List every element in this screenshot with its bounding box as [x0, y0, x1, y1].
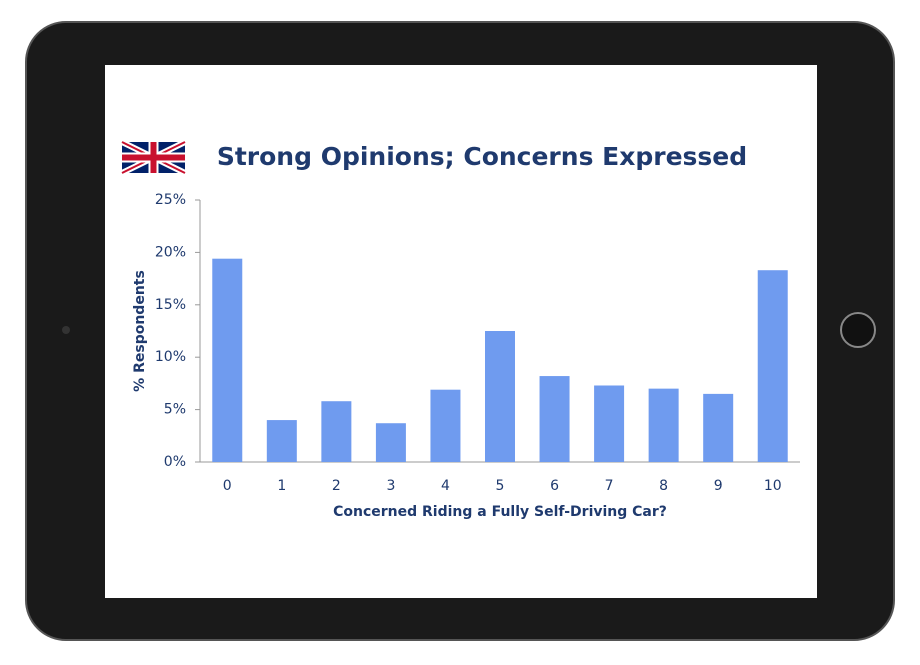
bar	[266, 420, 297, 462]
x-tick-label: 2	[332, 478, 341, 494]
bar	[321, 401, 352, 462]
bar	[375, 423, 406, 462]
home-button[interactable]	[840, 312, 876, 348]
chart-title: Strong Opinions; Concerns Expressed	[217, 142, 747, 171]
bar	[430, 389, 461, 462]
y-tick-label: 20%	[155, 244, 186, 260]
x-tick-label: 4	[441, 478, 450, 494]
y-tick-label: 5%	[164, 402, 186, 418]
y-tick-label: 15%	[155, 297, 186, 313]
x-tick-label: 7	[605, 478, 614, 494]
bar	[757, 270, 788, 462]
y-tick-label: 0%	[164, 454, 186, 470]
y-tick-label: 10%	[155, 349, 186, 365]
bar	[212, 258, 243, 462]
x-axis-label: Concerned Riding a Fully Self-Driving Ca…	[333, 504, 667, 520]
x-tick-label: 1	[277, 478, 286, 494]
bar	[539, 376, 570, 462]
y-axis-label: % Respondents	[132, 270, 148, 392]
x-tick-label: 9	[714, 478, 723, 494]
y-tick-label: 25%	[155, 192, 186, 208]
x-tick-label: 8	[659, 478, 668, 494]
x-tick-label: 5	[496, 478, 505, 494]
x-tick-label: 3	[386, 478, 395, 494]
bar	[485, 331, 515, 462]
x-tick-label: 10	[764, 478, 782, 494]
x-tick-label: 6	[550, 478, 559, 494]
camera	[62, 326, 70, 334]
bar	[594, 385, 625, 462]
bar	[703, 393, 734, 462]
bar	[648, 388, 679, 462]
uk-flag	[120, 139, 187, 176]
x-tick-label: 0	[223, 478, 232, 494]
